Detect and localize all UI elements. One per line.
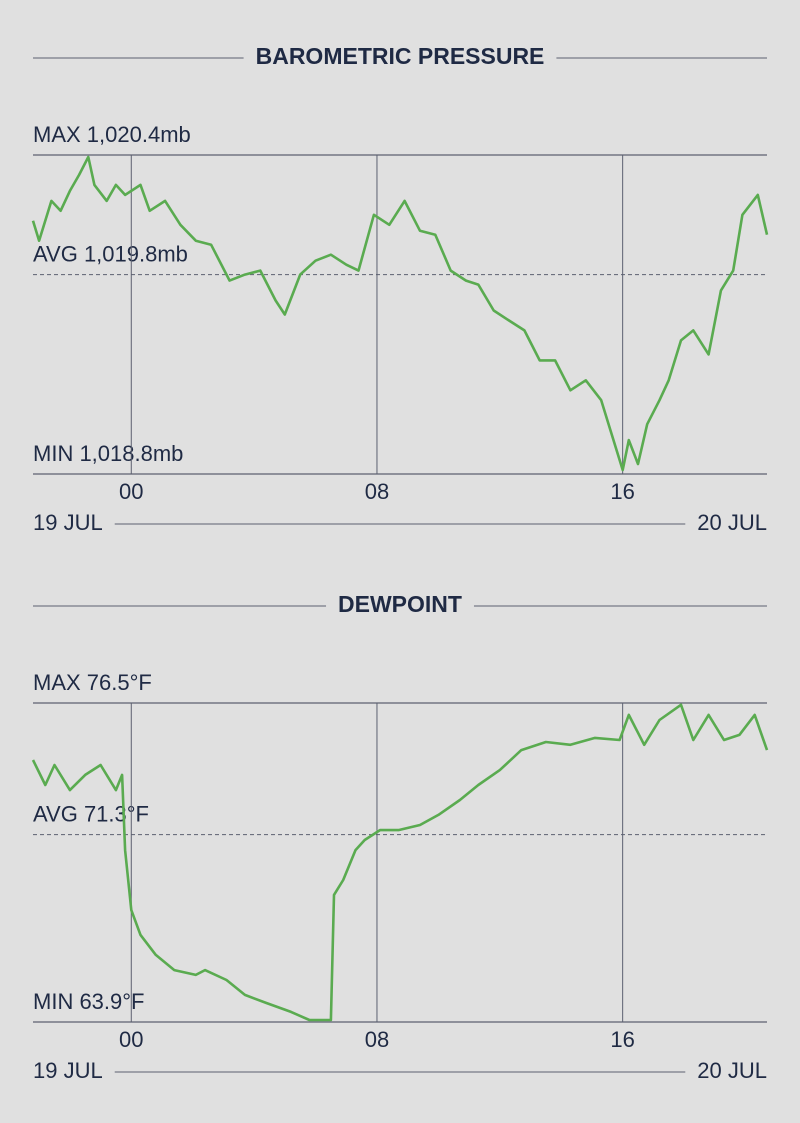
x-tick-label: 16 xyxy=(610,1027,634,1052)
x-tick-label: 16 xyxy=(610,479,634,504)
date-label: 20 JUL xyxy=(697,510,767,535)
y-tick-label: MIN 63.9°F xyxy=(33,989,145,1014)
x-tick-label: 00 xyxy=(119,479,143,504)
y-tick-label: MAX 1,020.4mb xyxy=(33,122,191,147)
y-tick-label: MIN 1,018.8mb xyxy=(33,441,183,466)
y-tick-label: MAX 76.5°F xyxy=(33,670,152,695)
x-tick-label: 08 xyxy=(365,479,389,504)
date-label: 19 JUL xyxy=(33,1058,103,1083)
chart-title: DEWPOINT xyxy=(338,591,462,617)
y-tick-label: AVG 1,019.8mb xyxy=(33,241,188,266)
date-label: 19 JUL xyxy=(33,510,103,535)
date-label: 20 JUL xyxy=(697,1058,767,1083)
data-line xyxy=(31,703,769,1022)
x-tick-label: 08 xyxy=(365,1027,389,1052)
data-line xyxy=(31,155,769,472)
y-tick-label: AVG 71.3°F xyxy=(33,801,149,826)
x-tick-label: 00 xyxy=(119,1027,143,1052)
chart-title: BAROMETRIC PRESSURE xyxy=(256,43,545,69)
